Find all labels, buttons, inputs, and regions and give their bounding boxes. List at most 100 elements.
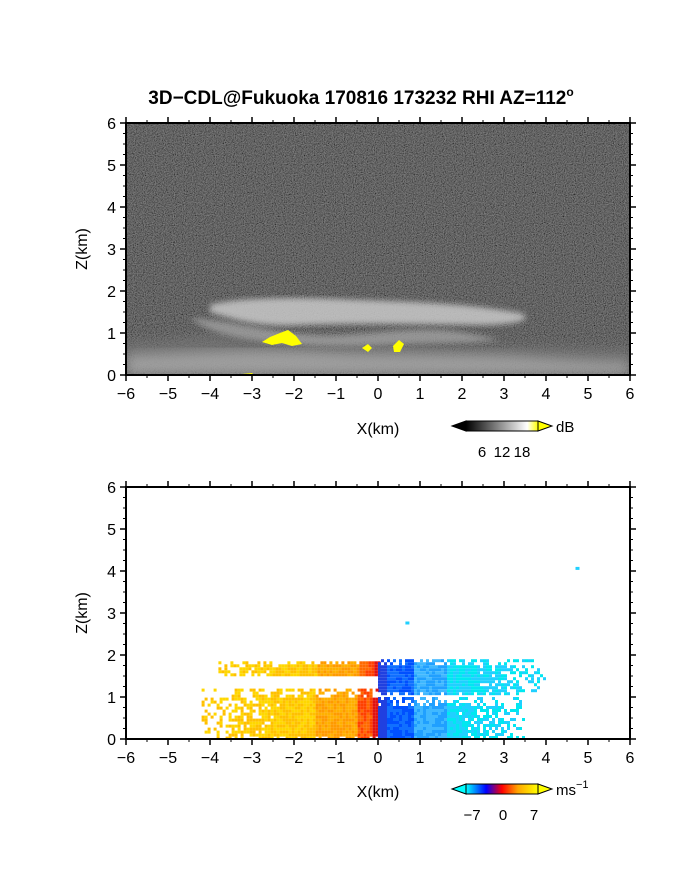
velocity-cell [486,665,489,669]
velocity-cell [306,712,310,716]
velocity-cell [516,703,519,706]
velocity-cell [261,733,265,737]
velocity-cell [420,709,423,712]
velocity-cell [345,688,349,692]
velocity-cell [513,697,516,700]
velocity-cell [438,674,441,678]
velocity-cell [354,724,358,728]
velocity-cell [426,736,429,739]
velocity-cell [300,718,304,722]
velocity-cell [323,670,327,674]
velocity-cell [296,664,300,668]
velocity-cell [275,673,279,677]
velocity-cell [474,686,477,690]
velocity-cell [414,733,417,736]
velocity-cell [456,665,459,669]
velocity-cell [348,721,352,725]
velocity-cell [504,677,507,681]
velocity-cell [483,659,486,663]
velocity-cell [258,733,262,737]
velocity-cell [483,730,486,733]
velocity-cell [396,686,399,690]
velocity-cell [315,706,319,710]
velocity-cell [243,721,247,725]
velocity-cell [447,689,450,693]
velocity-cell [375,706,379,710]
velocity-cell [438,686,441,690]
velocity-cell [225,736,229,739]
velocity-cell [405,680,408,684]
velocity-cell [366,700,370,704]
velocity-cell [348,703,352,707]
velocity-cell [498,724,501,727]
velocity-cell [438,665,441,669]
velocity-cell [384,662,387,666]
velocity-cell [321,712,325,716]
velocity-cell [353,661,357,665]
velocity-cell [453,674,456,678]
colorbar-ticks: −7 0 7 [463,807,538,824]
velocity-cell [290,673,294,677]
velocity-cell [291,718,295,722]
velocity-cell [366,718,370,722]
velocity-cell [405,668,408,672]
velocity-cell [330,697,334,701]
velocity-cell [335,664,339,668]
velocity-cell [444,671,447,675]
velocity-cell [264,694,268,698]
velocity-cell [300,715,304,719]
velocity-cell [501,706,504,709]
velocity-cell [510,709,513,712]
velocity-cell [429,674,432,678]
velocity-cell [300,724,304,728]
velocity-cell [393,721,396,724]
velocity-cell [317,673,321,677]
velocity-cell [438,733,441,736]
velocity-cell [504,692,507,696]
velocity-cell [332,670,336,674]
velocity-cell [471,724,474,727]
velocity-cell [429,733,432,736]
velocity-cell [486,668,489,672]
velocity-cell [273,709,277,713]
velocity-cell [480,686,483,690]
velocity-cell [294,730,298,734]
velocity-cell [447,692,450,696]
velocity-cell [342,715,346,719]
velocity-cell [432,715,435,718]
velocity-cell [453,686,456,690]
velocity-cell [297,703,301,707]
velocity-cell [474,733,477,736]
velocity-cell [399,683,402,687]
velocity-cell [492,692,495,696]
velocity-cell [279,706,283,710]
velocity-cell [249,733,253,737]
velocity-cell [252,709,256,713]
velocity-cell [288,736,292,739]
velocity-cell [279,724,283,728]
velocity-cell [342,721,346,725]
velocity-cell [498,689,501,693]
velocity-cell [447,733,450,736]
velocity-cell [303,727,307,731]
velocity-cell [381,700,384,703]
velocity-cell [456,671,459,675]
velocity-cell [288,700,292,704]
velocity-cell [417,709,420,712]
velocity-cell [390,668,393,672]
velocity-cell [242,667,246,671]
velocity-cell [435,733,438,736]
velocity-cell [531,659,534,663]
velocity-cell [381,677,384,681]
velocity-cell [297,721,301,725]
velocity-cell [444,683,447,687]
velocity-cell [276,721,280,725]
velocity-cell [510,718,513,721]
velocity-cell [237,688,241,692]
velocity-cell [330,721,334,725]
velocity-cell [408,706,411,709]
velocity-cell [317,670,321,674]
velocity-cell [378,718,381,721]
velocity-cell [288,721,292,725]
velocity-cell [477,721,480,724]
